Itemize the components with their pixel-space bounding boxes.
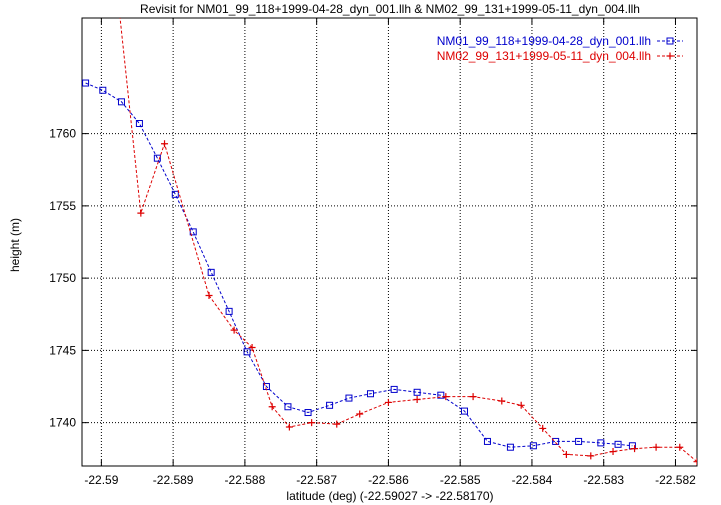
data-point [413, 396, 421, 404]
data-point [693, 458, 697, 466]
chart-title: Revisit for NM01_99_118+1999-04-28_dyn_0… [140, 2, 640, 16]
data-point [384, 398, 392, 406]
x-tick-label: -22.586 [368, 473, 409, 487]
data-point [575, 437, 583, 445]
data-point [284, 403, 292, 411]
data-point [483, 437, 491, 445]
data-point [153, 154, 161, 162]
x-tick-label: -22.587 [296, 473, 337, 487]
series-line [119, 18, 697, 463]
data-point [248, 343, 256, 351]
y-tick-label: 1750 [49, 271, 76, 285]
data-point [366, 390, 374, 398]
data-point [225, 307, 233, 315]
data-point [189, 228, 197, 236]
data-point [205, 291, 213, 299]
data-point [676, 443, 684, 451]
data-point [631, 445, 639, 453]
data-point [587, 452, 595, 460]
data-point [230, 326, 238, 334]
data-point [345, 394, 353, 402]
data-point [666, 37, 674, 45]
data-point [652, 443, 660, 451]
legend-entry-1: NM01_99_118+1999-04-28_dyn_001.llh [437, 34, 683, 48]
data-point [116, 7, 123, 14]
data-point [161, 140, 169, 148]
series-1 [82, 79, 636, 451]
x-tick-label: -22.59 [84, 473, 118, 487]
data-point [268, 403, 276, 411]
y-tick-label: 1745 [49, 343, 76, 357]
data-point [117, 98, 125, 106]
x-tick-label: -22.585 [440, 473, 481, 487]
data-point [356, 410, 364, 418]
series-2 [116, 7, 697, 466]
data-point [506, 443, 514, 451]
x-tick-label: -22.588 [225, 473, 266, 487]
data-point [517, 401, 525, 409]
x-axis-label: latitude (deg) (-22.59027 -> -22.58170) [286, 489, 493, 503]
tick-labels: -22.59 -22.589 -22.588 -22.587 -22.586 -22.58… [49, 127, 696, 487]
legend-entry-2: NM02_99_131+1999-05-11_dyn_004.llh [437, 49, 683, 63]
data-point [137, 209, 145, 217]
data-point [413, 388, 421, 396]
y-tick-label: 1760 [49, 127, 76, 141]
y-axis-label: height (m) [8, 218, 22, 272]
data-point [304, 409, 312, 417]
data-point [243, 348, 251, 356]
legend-label: NM02_99_131+1999-05-11_dyn_004.llh [437, 49, 651, 63]
data-point [171, 190, 179, 198]
legend-label: NM01_99_118+1999-04-28_dyn_001.llh [437, 34, 651, 48]
data-point [82, 79, 90, 87]
data-point [99, 86, 107, 94]
data-point [529, 442, 537, 450]
data-point [539, 424, 547, 432]
data-point [460, 407, 468, 415]
data-point [614, 440, 622, 448]
data-point [437, 391, 445, 399]
x-tick-label: -22.582 [655, 473, 696, 487]
data-point [390, 385, 398, 393]
grid [82, 18, 697, 466]
data-point [442, 393, 450, 401]
x-tick-label: -22.583 [583, 473, 624, 487]
legend: NM01_99_118+1999-04-28_dyn_001.llhNM02_9… [437, 34, 683, 63]
y-tick-label: 1740 [49, 416, 76, 430]
data-point [552, 437, 560, 445]
y-tick-label: 1755 [49, 199, 76, 213]
x-tick-label: -22.589 [153, 473, 194, 487]
plot-frame [81, 17, 698, 467]
series-line [85, 82, 633, 448]
data-point [326, 401, 334, 409]
data-point [562, 450, 570, 458]
data-point [597, 439, 605, 447]
data-point [609, 448, 617, 456]
x-tick-label: -22.584 [512, 473, 553, 487]
data-point [308, 419, 316, 427]
data-point [333, 420, 341, 428]
data-point [285, 423, 293, 431]
data-point [666, 52, 674, 60]
data-point [207, 268, 215, 276]
data-point [469, 393, 477, 401]
data-point [135, 119, 143, 127]
data-point [498, 397, 506, 405]
series-layer [82, 7, 697, 466]
